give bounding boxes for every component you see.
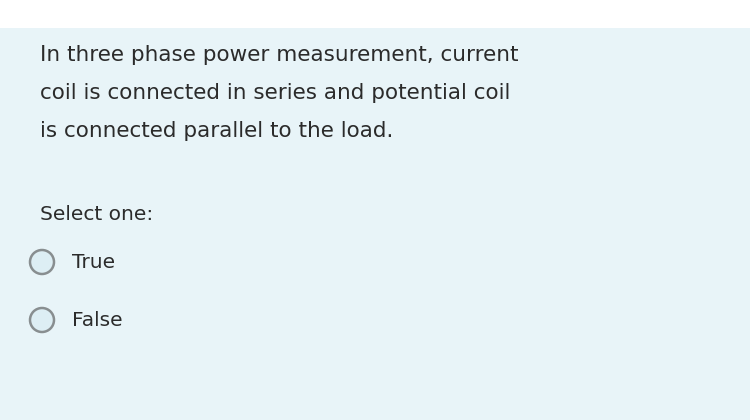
Text: False: False: [72, 310, 123, 330]
Text: is connected parallel to the load.: is connected parallel to the load.: [40, 121, 393, 141]
Text: Select one:: Select one:: [40, 205, 153, 224]
Circle shape: [30, 308, 54, 332]
Bar: [0, 0, 750, 28]
Text: True: True: [72, 252, 116, 271]
Text: In three phase power measurement, current: In three phase power measurement, curren…: [40, 45, 518, 65]
Text: coil is connected in series and potential coil: coil is connected in series and potentia…: [40, 83, 510, 103]
Circle shape: [30, 250, 54, 274]
